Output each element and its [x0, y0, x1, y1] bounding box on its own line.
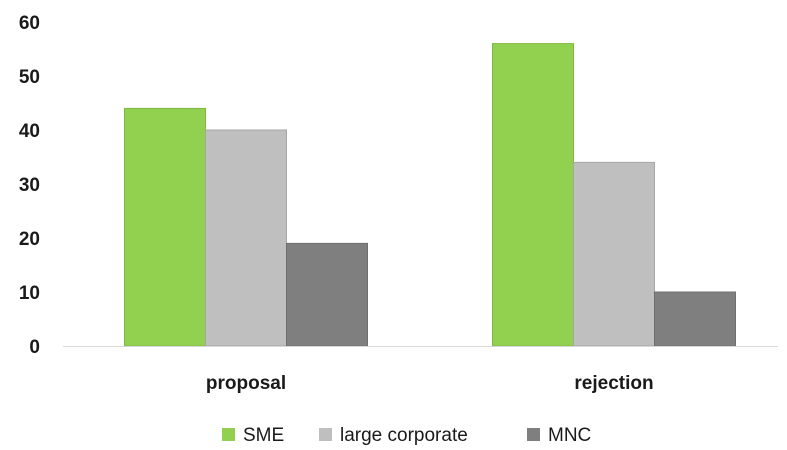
x-axis-category-labels: proposal rejection: [206, 373, 654, 394]
x-category-label: proposal: [206, 373, 286, 394]
y-tick-label: 10: [19, 283, 40, 304]
y-axis-tick-labels: 0 10 20 30 40 50 60: [19, 13, 40, 358]
y-tick-label: 30: [19, 175, 40, 196]
legend-swatch: [222, 428, 235, 441]
bar-sme-rejection: [492, 43, 574, 347]
y-tick-label: 40: [19, 121, 40, 142]
bars: [124, 43, 736, 347]
legend-label: large corporate: [340, 425, 468, 446]
y-tick-label: 20: [19, 229, 40, 250]
bar-large-corporate-rejection: [573, 161, 655, 347]
y-tick-label: 60: [19, 13, 40, 34]
legend-item-large-corporate: large corporate: [319, 425, 468, 446]
y-tick-label: 50: [19, 67, 40, 88]
legend-label: SME: [243, 425, 284, 446]
legend-swatch: [527, 428, 540, 441]
legend-label: MNC: [548, 425, 591, 446]
y-tick-label: 0: [29, 337, 40, 358]
legend-swatch: [319, 428, 332, 441]
bar-sme-proposal: [124, 107, 206, 347]
bar-mnc-proposal: [286, 242, 368, 347]
legend-item-sme: SME: [222, 425, 284, 446]
x-category-label: rejection: [574, 373, 653, 394]
legend-item-mnc: MNC: [527, 425, 591, 446]
bar-mnc-rejection: [654, 291, 736, 347]
bar-large-corporate-proposal: [205, 129, 287, 347]
legend: SME large corporate MNC: [222, 425, 591, 446]
